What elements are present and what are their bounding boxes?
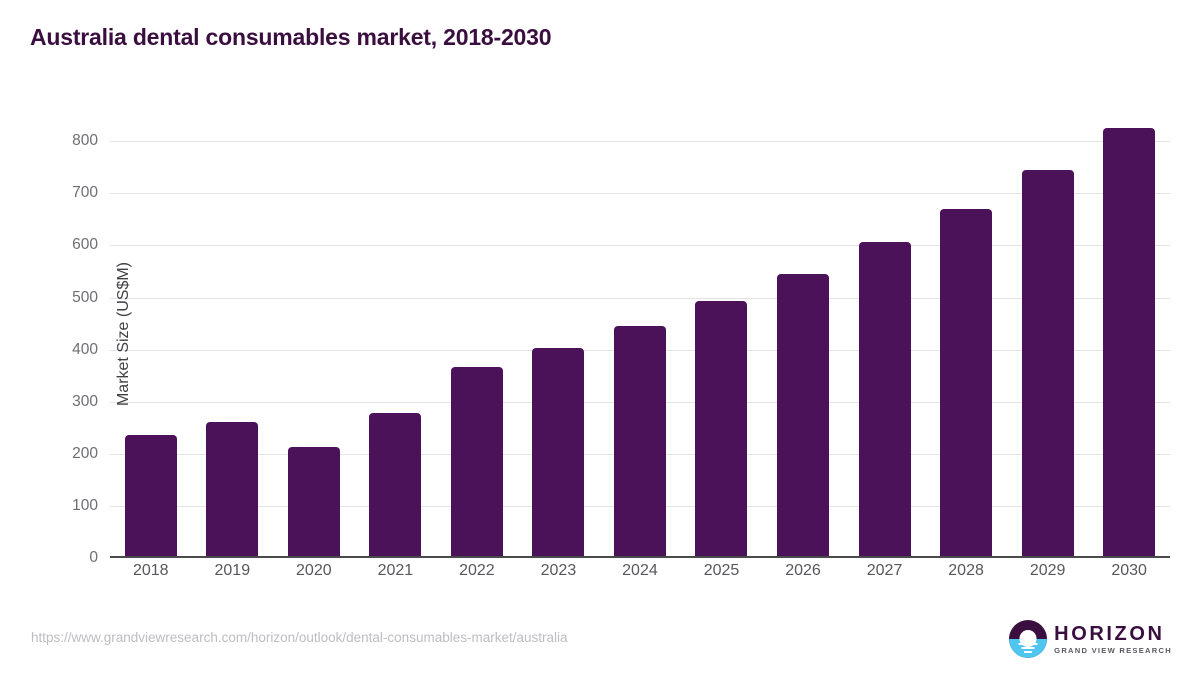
bar-slot (681, 110, 763, 558)
y-axis-title: Market Size (US$M) (115, 261, 133, 407)
gridline (110, 245, 1170, 247)
bar-slot (762, 110, 844, 558)
logo-text: HORIZON GRAND VIEW RESEARCH (1054, 624, 1172, 655)
x-axis-tick-label: 2025 (703, 562, 740, 579)
bar-2028[interactable] (940, 208, 993, 558)
horizon-sun-circle-icon (1009, 620, 1048, 658)
bar-slot (436, 110, 518, 558)
x-axis-tick-label: 2022 (459, 562, 495, 579)
bar-2026[interactable] (777, 273, 830, 558)
x-axis-tick-label: 2020 (296, 562, 332, 579)
bar-slot (355, 110, 437, 558)
x-axis-tick-label: 2027 (866, 562, 903, 579)
y-axis-tick-label: 700 (72, 184, 98, 202)
bar-2021[interactable] (369, 412, 422, 558)
x-axis-tick-label: 2019 (214, 562, 251, 579)
logo-wordmark: HORIZON (1054, 622, 1165, 645)
bar-slot (110, 110, 192, 558)
bar-slot (599, 110, 681, 558)
gridline (110, 141, 1170, 143)
page-title: Australia dental consumables market, 201… (30, 24, 552, 50)
horizon-logo: HORIZON GRAND VIEW RESEARCH (1009, 618, 1172, 660)
bar-slot (518, 110, 600, 558)
bar-2020[interactable] (287, 447, 340, 558)
y-axis-tick-label: 0 (89, 549, 98, 566)
x-axis-tick-label: 2018 (132, 562, 169, 579)
source-url[interactable]: https://www.grandviewresearch.com/horizo… (31, 630, 568, 645)
y-axis-tick-label: 100 (72, 496, 98, 514)
bar-2027[interactable] (858, 242, 911, 558)
bar-slot (273, 110, 355, 558)
x-axis-line (110, 556, 1170, 558)
y-axis-tick-label: 300 (72, 392, 98, 410)
x-axis-tick-label: 2030 (1111, 562, 1147, 579)
x-axis-tick-label: 2028 (948, 562, 984, 579)
x-axis-tick-label: 2026 (785, 562, 821, 579)
bar-2022[interactable] (450, 366, 503, 558)
gridline (110, 193, 1170, 195)
bar-2030[interactable] (1103, 127, 1156, 558)
y-axis-tick-label: 200 (72, 444, 98, 462)
bar-2019[interactable] (206, 422, 259, 558)
y-axis-tick-label: 400 (72, 340, 98, 358)
bar-slot (844, 110, 926, 558)
x-axis-tick-label: 2021 (377, 562, 414, 579)
bar-slot (1007, 110, 1089, 558)
bar-2018[interactable] (124, 435, 177, 558)
bar-2025[interactable] (695, 300, 748, 558)
bar-2029[interactable] (1021, 170, 1074, 558)
y-axis-tick-label: 800 (72, 132, 98, 150)
bar-slot (192, 110, 274, 558)
y-axis-tick-label: 600 (72, 236, 98, 254)
bar-slot (925, 110, 1007, 558)
logo-tagline: GRAND VIEW RESEARCH (1054, 645, 1172, 655)
bar-2024[interactable] (613, 325, 666, 558)
y-axis-tick-label: 500 (72, 288, 98, 306)
bars-layer (110, 110, 1170, 558)
x-axis-tick-label: 2029 (1029, 562, 1066, 579)
bar-2023[interactable] (532, 347, 585, 558)
x-axis-labels: 2018 2019 2020 2021 2022 2023 2024 2025 2026 2027… (110, 562, 1170, 580)
plot-area: Market Size (US$M) 0 100 200 300 400 500 600 70… (72, 110, 1170, 566)
gridline (110, 297, 1170, 299)
x-axis-tick-label: 2023 (540, 562, 577, 579)
bar-slot (1088, 110, 1170, 558)
x-axis-tick-label: 2024 (622, 562, 658, 579)
